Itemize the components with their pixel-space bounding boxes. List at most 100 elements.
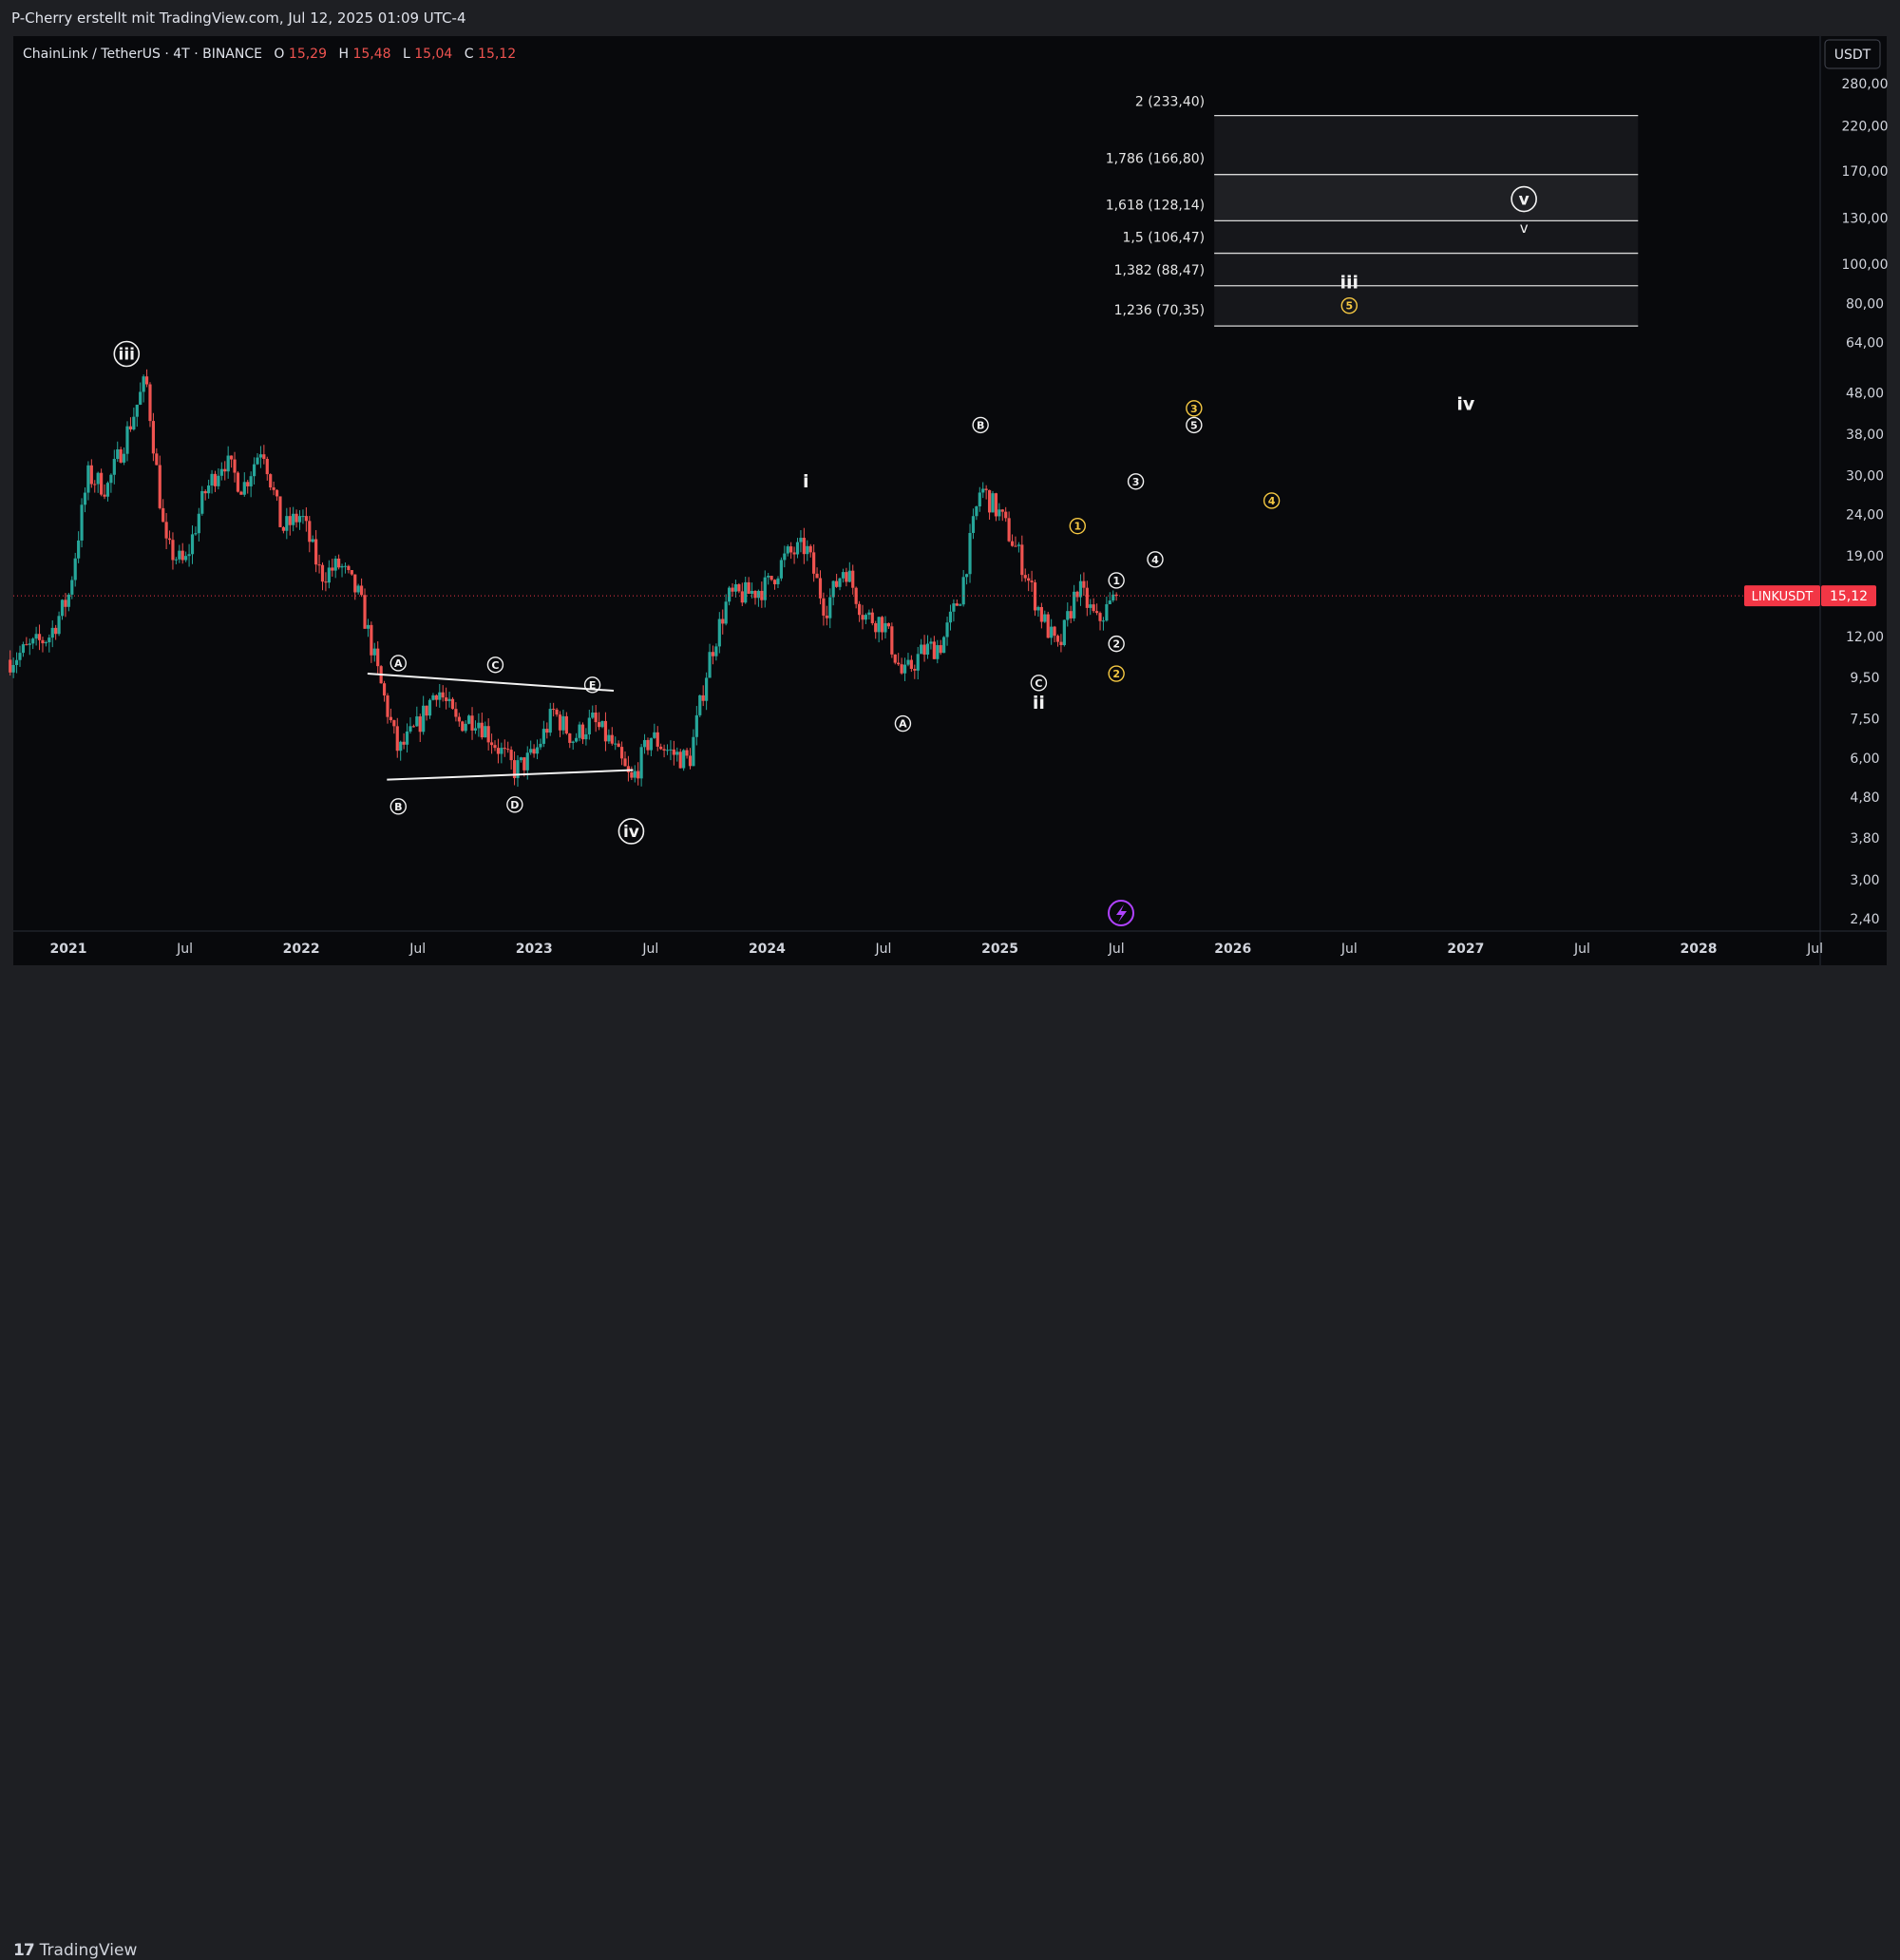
candle-body [672,749,675,755]
candle-body [1020,544,1024,576]
candle-body [122,453,126,463]
candle-body [109,474,113,484]
candle-body [1114,594,1118,597]
candle-body [269,474,273,488]
candle-body [900,664,903,674]
brand-name: TradingView [39,1941,138,1960]
time-tick-label: Jul [1340,942,1358,957]
candle-body [162,507,165,523]
candle-body [897,662,901,665]
candle-body [851,570,855,588]
wave-label: v [1520,219,1529,237]
wave-label: 5 [1186,416,1203,434]
price-tick-label: 38,00 [1846,428,1884,443]
candle-body [31,638,35,644]
fib-band [1214,220,1639,254]
price-tick-label: 100,00 [1842,257,1889,273]
candle-body [489,742,494,746]
candle-body [392,720,396,727]
wave-label: 4 [1147,551,1164,568]
candle-body [965,574,969,578]
candle-body [77,540,81,559]
candle-body [575,737,579,742]
wave-label-text: 3 [1190,403,1198,415]
candle-body [70,580,74,595]
candle-body [555,709,559,715]
candle-body [961,577,965,605]
candle-body [1023,575,1027,579]
candle-body [662,749,666,751]
fib-band [1214,285,1639,327]
lightning-icon[interactable] [1108,900,1134,926]
low-label: L [403,47,410,62]
candle-body [438,692,442,700]
candle-body [818,578,823,599]
candle-body [285,516,289,531]
candle-body [347,565,351,571]
candle-body [1089,604,1092,608]
candle-body [297,516,302,523]
fib-level-label: 1,618 (128,14) [1106,198,1205,213]
candle-body [1108,600,1112,604]
candle-body [922,644,926,656]
candle-body [112,459,116,475]
candle-body [477,722,481,729]
candle-body [971,516,976,533]
candle-body [578,724,581,738]
candle-body [880,617,884,633]
price-chart[interactable]: 2 (233,40) 1,786 (166,80) 1,618 (128,14) 1,… [0,0,1900,1008]
candle-body [308,521,312,542]
candle-body [603,720,608,742]
candle-body [978,492,981,507]
price-tag [1821,585,1876,607]
candle-body [535,747,540,754]
wave-label: 1 [1069,517,1086,535]
candle-body [509,750,513,761]
candle-body [770,576,773,580]
candle-body [480,722,484,738]
currency-button[interactable] [1824,39,1881,69]
candle-body [665,750,670,752]
candle-body [18,653,22,660]
candle-body [207,485,211,494]
candle-body [278,496,282,527]
candle-body [317,564,321,566]
tradingview-logo-icon: 17 [13,1941,35,1960]
candle-body [292,513,295,525]
candle-body [1062,619,1066,646]
wave-label-text: iv [623,823,639,842]
candle-body [987,489,992,513]
candle-body [320,564,325,582]
candle-body [236,472,240,492]
candle-body [1043,614,1047,622]
wave-label: A [894,714,912,733]
candle-body [750,590,754,594]
candle-body [135,404,139,417]
candle-body [835,580,839,587]
attribution-text: P-Cherry erstellt mit TradingView.com, J… [11,10,466,27]
candle-body [799,538,803,542]
time-tick-label: 2022 [283,942,320,957]
candle-body [522,757,526,771]
candle-body [80,504,84,541]
candle-body [461,721,465,732]
candle-body [516,760,520,779]
close-value: 15,12 [478,47,516,62]
candle-body [249,476,253,486]
candle-body [841,572,846,579]
price-tick-label: 24,00 [1846,508,1884,523]
candle-body [493,745,497,749]
candle-body [984,488,988,490]
candle-body [1033,581,1037,611]
tradingview-brand[interactable]: 17 TradingView [13,1941,137,1960]
candle-body [219,468,223,476]
wave-label: E [583,676,601,694]
candle-body [711,652,715,657]
time-tick-label: 2024 [749,942,786,957]
candle-body [25,644,28,646]
candle-body [370,624,373,656]
candle-body [884,622,887,633]
candle-body [580,724,585,740]
candle-body [815,573,819,579]
price-tick-label: 170,00 [1842,164,1889,180]
